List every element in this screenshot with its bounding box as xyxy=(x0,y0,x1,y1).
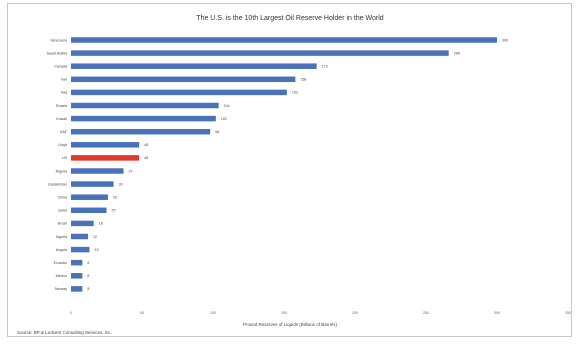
bar-nigeria xyxy=(71,168,124,174)
data-label: 13 xyxy=(94,248,98,252)
category-label: US xyxy=(62,156,68,160)
x-tick-label: 50 xyxy=(140,311,144,315)
bars-layer xyxy=(71,37,497,291)
data-label: 152 xyxy=(292,91,298,95)
bar-libya xyxy=(71,142,139,148)
category-label: Ecuador xyxy=(54,261,68,265)
category-label: Qatar xyxy=(58,209,68,213)
data-label: 30 xyxy=(119,182,123,186)
bar-uae xyxy=(71,129,210,135)
data-label: 37 xyxy=(129,169,133,173)
category-label: Algeria xyxy=(56,235,67,239)
data-label: 300 xyxy=(502,38,508,42)
bar-us xyxy=(71,155,139,161)
data-label: 98 xyxy=(215,130,219,134)
category-label: China xyxy=(58,196,67,200)
x-tick-label: 300 xyxy=(494,311,500,315)
bar-venezuela xyxy=(71,37,497,43)
source-note: Source: BP & Ledcent Consulting Services… xyxy=(17,330,112,335)
category-labels: Venezuela Saudi Arabia Canada Iran Iraq Russi… xyxy=(47,38,68,291)
bar-angola xyxy=(71,247,89,253)
category-label: Russia xyxy=(56,104,67,108)
bar-iran xyxy=(71,77,295,83)
category-label: Libya xyxy=(58,143,67,147)
x-tick-label: 150 xyxy=(281,311,287,315)
category-label: Iran xyxy=(61,78,67,82)
chart-frame: The U.S. is the 10th Largest Oil Reserve… xyxy=(7,3,572,337)
bar-brazil xyxy=(71,221,94,227)
bar-china xyxy=(71,194,108,200)
category-label: Iraq xyxy=(61,91,67,95)
chart-title: The U.S. is the 10th Largest Oil Reserve… xyxy=(196,15,384,22)
category-label: Nigeria xyxy=(56,169,67,173)
category-label: Saudi Arabia xyxy=(47,51,67,55)
category-label: Kuwait xyxy=(56,117,67,121)
data-label: 48 xyxy=(144,156,148,160)
x-axis-label: Proved Reserves of Liquids (Billions of … xyxy=(243,322,338,327)
x-tick-label: 200 xyxy=(352,311,358,315)
category-label: Kazakhstan xyxy=(48,182,67,186)
data-label: 16 xyxy=(99,222,103,226)
data-label: 48 xyxy=(144,143,148,147)
data-label: 173 xyxy=(322,65,328,69)
bar-norway xyxy=(71,286,82,292)
data-label: 12 xyxy=(93,235,97,239)
bar-kuwait xyxy=(71,116,216,122)
data-label: 104 xyxy=(224,104,230,108)
category-label: Mexico xyxy=(56,274,67,278)
data-label: 26 xyxy=(113,196,117,200)
category-label: Brazil xyxy=(58,222,67,226)
bar-qatar xyxy=(71,208,107,214)
bar-kazakhstan xyxy=(71,181,114,187)
bar-chart: The U.S. is the 10th Largest Oil Reserve… xyxy=(8,4,573,338)
bar-iraq xyxy=(71,90,287,96)
data-label: 158 xyxy=(300,78,306,82)
value-labels: 300 266 173 158 152 104 102 98 48 48 37 30 26 25 16 12 1… xyxy=(87,38,508,291)
bar-russia xyxy=(71,103,219,109)
category-label: Venezuela xyxy=(50,38,67,42)
bar-saudi-arabia xyxy=(71,50,449,56)
x-tick-label: 100 xyxy=(210,311,216,315)
category-label: Angola xyxy=(56,248,67,252)
data-label: 102 xyxy=(221,117,227,121)
x-tick-label: 0 xyxy=(70,311,72,315)
x-tick-label: 350 xyxy=(565,311,571,315)
data-label: 8 xyxy=(87,274,89,278)
data-label: 8 xyxy=(87,287,89,291)
x-axis-ticks: 0 50 100 150 200 250 300 350 xyxy=(70,311,571,315)
bar-mexico xyxy=(71,273,82,279)
category-label: Norway xyxy=(55,287,67,291)
data-label: 266 xyxy=(454,51,460,55)
data-label: 8 xyxy=(87,261,89,265)
bar-canada xyxy=(71,63,317,68)
data-label: 25 xyxy=(112,209,116,213)
bar-algeria xyxy=(71,234,88,240)
bar-ecuador xyxy=(71,260,82,266)
category-label: UAE xyxy=(60,130,68,134)
x-tick-label: 250 xyxy=(423,311,429,315)
category-label: Canada xyxy=(54,65,67,69)
